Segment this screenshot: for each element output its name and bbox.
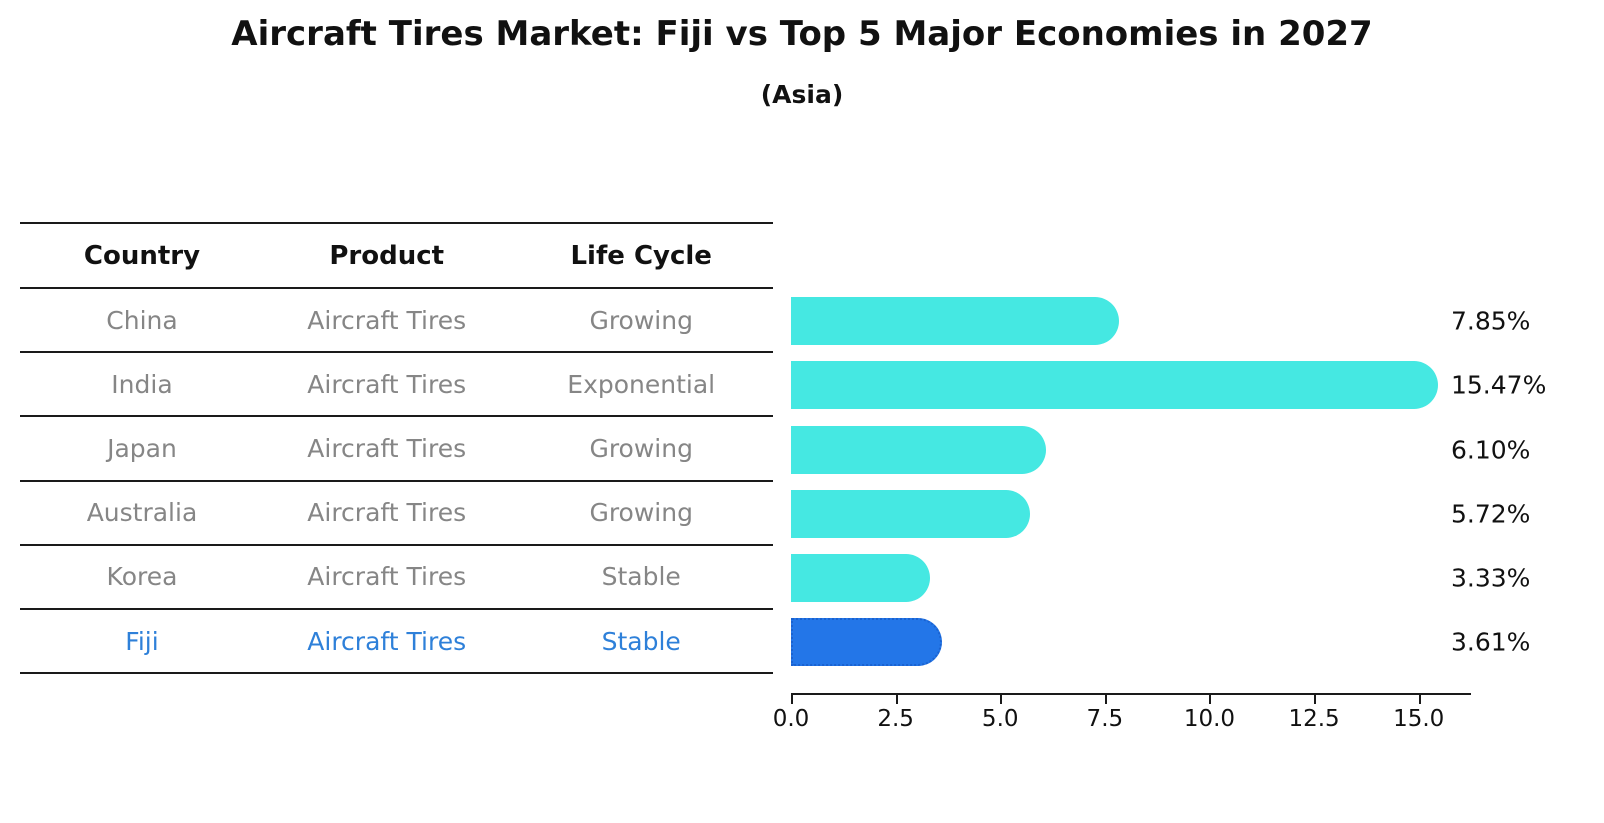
table-cell-country: Japan: [107, 433, 177, 463]
table-cell-life-cycle: Growing: [589, 305, 693, 335]
x-axis-tick-label: 15.0: [1393, 706, 1445, 732]
chart-subtitle: (Asia): [760, 80, 844, 109]
x-axis-tick-label: 10.0: [1183, 706, 1236, 732]
table-row: Japan Aircraft Tires Growing: [20, 417, 773, 482]
x-axis-tick: [895, 695, 898, 704]
table-cell-life-cycle: Stable: [601, 626, 681, 656]
table-row: China Aircraft Tires Growing: [20, 289, 773, 354]
x-axis-tick: [1314, 695, 1317, 704]
table-header-product: Product: [329, 240, 445, 271]
bar-value-label: 5.72%: [1451, 499, 1531, 529]
bar-value-label: 3.61%: [1451, 627, 1531, 657]
bar-korea: [791, 553, 931, 602]
x-axis-line: [791, 693, 1471, 695]
table-header-row: Country Product Life Cycle: [20, 222, 773, 289]
bar-china: [791, 297, 1120, 346]
x-axis-tick-label: 2.5: [877, 706, 914, 732]
table-cell-country: Australia: [86, 498, 198, 528]
table-cell-life-cycle: Exponential: [567, 369, 716, 399]
x-axis-tick: [1000, 695, 1003, 704]
table-header-country: Country: [83, 240, 201, 271]
x-axis-tick: [1418, 695, 1421, 704]
table-cell-product: Aircraft Tires: [307, 369, 467, 399]
table-cell-country: China: [106, 305, 178, 335]
table-cell-country: India: [111, 369, 173, 399]
table-cell-product: Aircraft Tires: [307, 626, 467, 656]
bar-australia: [791, 489, 1031, 538]
chart-title: Aircraft Tires Market: Fiji vs Top 5 Maj…: [231, 14, 1373, 54]
x-axis-tick: [791, 695, 793, 704]
bar-chart: 7.85% 15.47% 6.10% 5.72% 3.33% 3.61%: [791, 289, 1546, 674]
table-cell-life-cycle: Growing: [589, 498, 693, 528]
x-axis-tick-label: 7.5: [1086, 706, 1124, 732]
table-cell-product: Aircraft Tires: [307, 433, 467, 463]
table-cell-country: Fiji: [125, 626, 159, 656]
bar-value-label: 6.10%: [1451, 435, 1531, 464]
x-axis-tick-label: 5.0: [981, 706, 1019, 732]
table-cell-life-cycle: Growing: [589, 433, 693, 463]
table-header-life-cycle: Life Cycle: [570, 240, 712, 271]
x-axis-tick: [1209, 695, 1212, 704]
table-row: Australia Aircraft Tires Growing: [20, 482, 773, 546]
table-row: Fiji Aircraft Tires Stable: [20, 610, 773, 675]
table-cell-product: Aircraft Tires: [307, 498, 467, 528]
x-axis-tick-label: 0.0: [772, 706, 810, 732]
bar-fiji: [791, 618, 943, 667]
table-cell-life-cycle: Stable: [601, 562, 681, 592]
bar-japan: [791, 425, 1047, 474]
x-axis-tick: [1104, 695, 1107, 704]
table-cell-product: Aircraft Tires: [307, 562, 467, 592]
country-table: Country Product Life Cycle China Aircraft T…: [20, 222, 773, 675]
table-row: India Aircraft Tires Exponential: [20, 353, 773, 418]
bar-india: [791, 361, 1439, 410]
bar-value-label: 7.85%: [1451, 306, 1531, 336]
table-row: Korea Aircraft Tires Stable: [20, 546, 773, 610]
table-body: China Aircraft Tires Growing India Aircraft …: [20, 289, 773, 675]
table-cell-product: Aircraft Tires: [307, 305, 467, 335]
table-cell-country: Korea: [106, 562, 178, 592]
bar-value-label: 15.47%: [1451, 370, 1547, 400]
x-axis-tick-label: 12.5: [1288, 706, 1340, 732]
bar-value-label: 3.33%: [1451, 563, 1531, 593]
